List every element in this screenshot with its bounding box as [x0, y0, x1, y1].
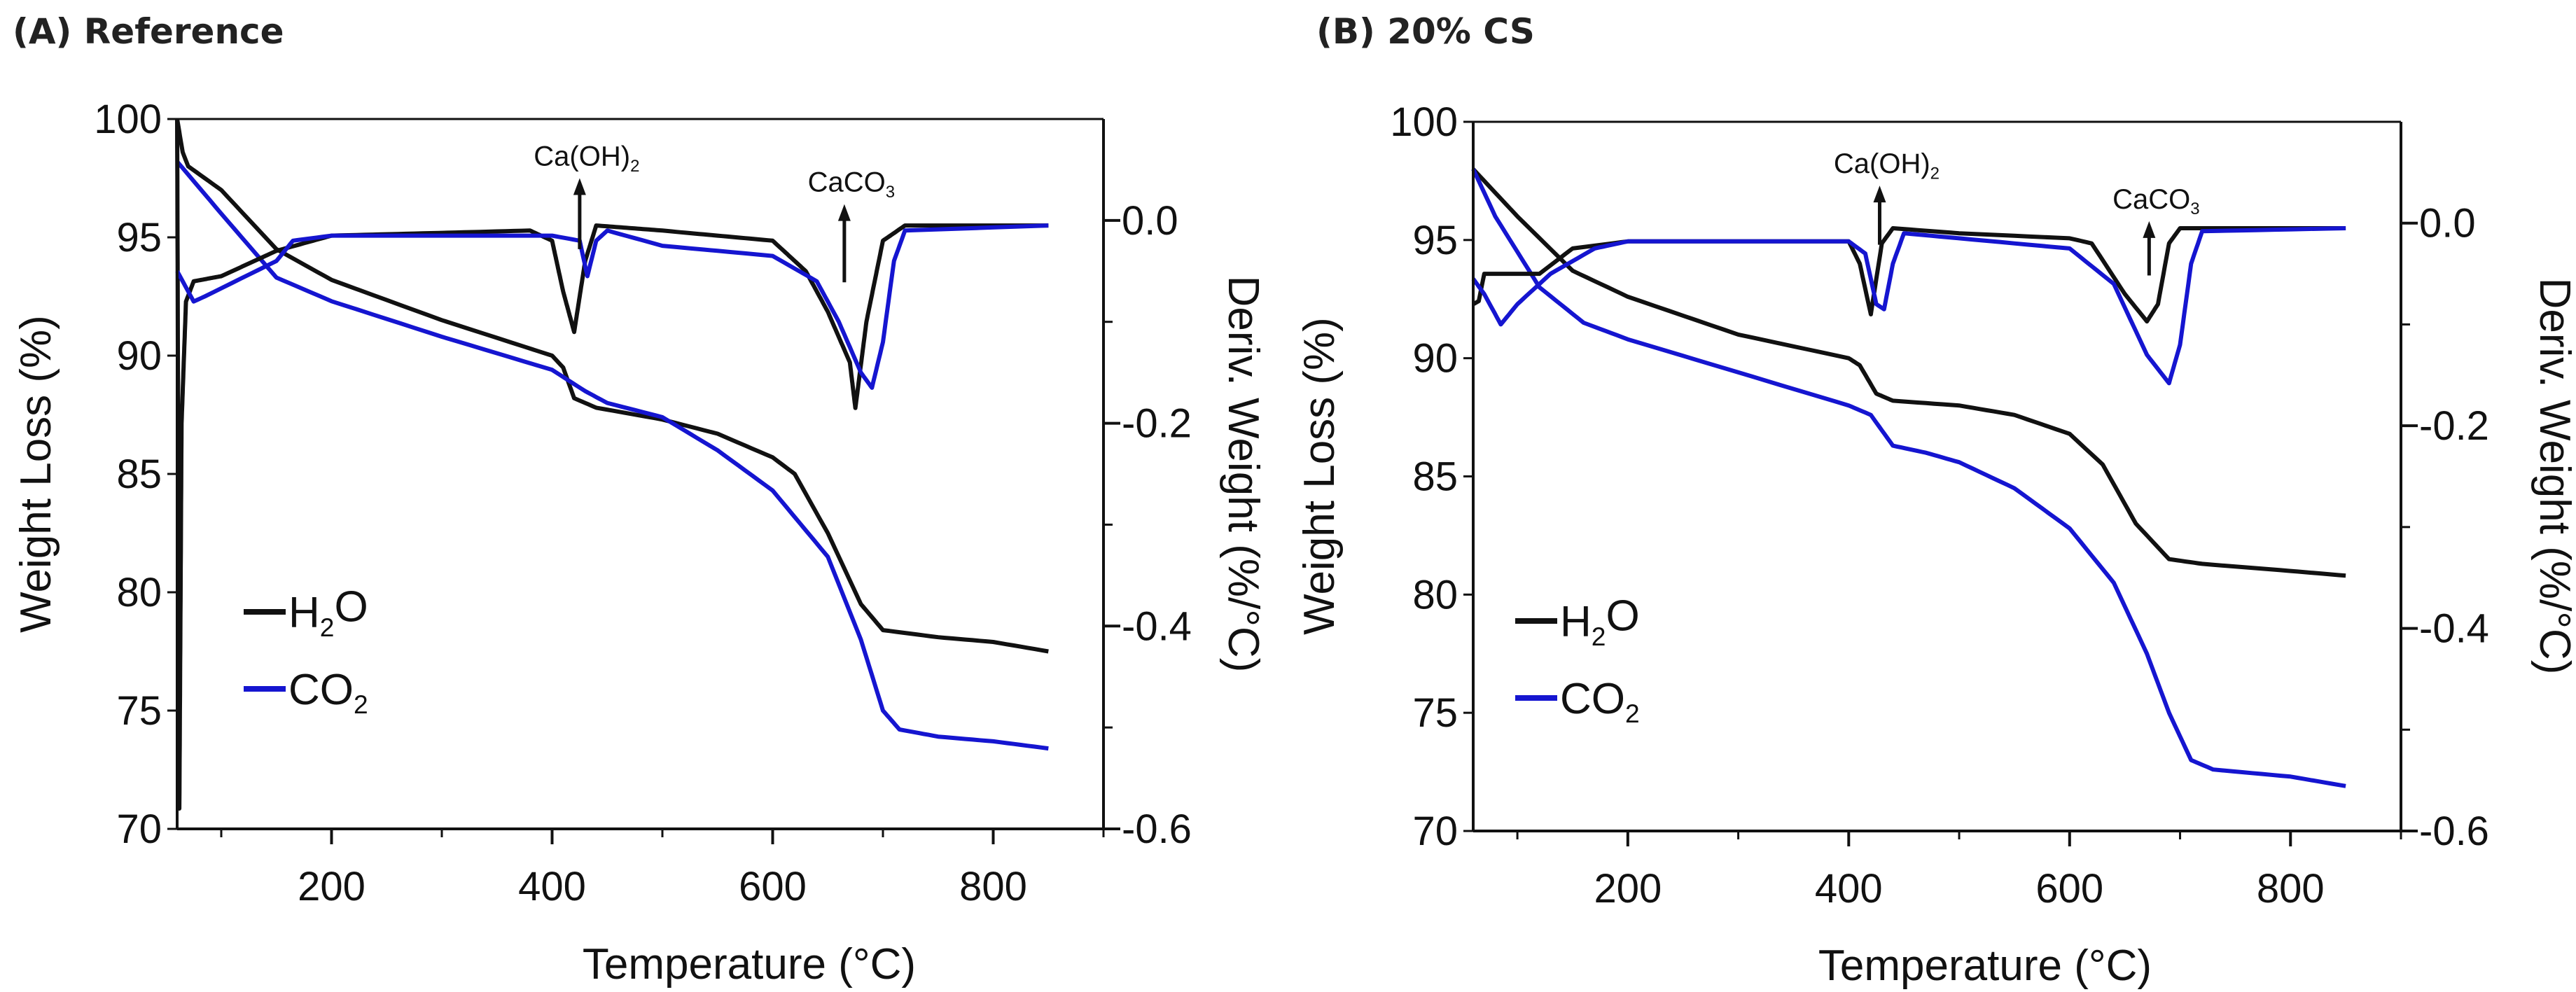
subscript: 2 — [1625, 699, 1640, 728]
series-line-co2-deriv — [1471, 226, 2346, 386]
y-tick-label: 70 — [1412, 809, 1458, 854]
y-tick-label: 95 — [116, 215, 162, 260]
subscript: 3 — [886, 183, 895, 202]
series-line-co2-deriv — [175, 223, 1049, 390]
y2-tick-label: -0.4 — [1122, 603, 1192, 649]
annotation-label: Ca(OH)2 — [1834, 148, 1940, 183]
y-tick-label: 100 — [94, 97, 162, 142]
y-tick-label: 75 — [1412, 690, 1458, 736]
legend-label: CO2 — [1560, 675, 1640, 728]
legend-label: H2O — [288, 582, 368, 642]
x-tick-label: 800 — [2257, 866, 2325, 911]
x-tick-label: 200 — [298, 864, 365, 909]
arrow-up-icon — [2143, 221, 2156, 238]
subscript: 2 — [630, 157, 639, 176]
text-part: CO — [288, 666, 354, 714]
subscript: 2 — [320, 613, 335, 642]
text-part: Ca(OH) — [1834, 148, 1930, 179]
y2-tick-label: -0.6 — [1122, 806, 1192, 852]
x-tick-label: 400 — [1815, 866, 1883, 911]
annotation-label: Ca(OH)2 — [534, 141, 639, 176]
series-line-h2o-deriv — [175, 118, 1049, 811]
subscript: 2 — [1930, 165, 1940, 183]
panel-b-20cs: (B) 20% CS Temperature (°C) Weight Loss … — [1295, 11, 2576, 990]
y-tick-label: 95 — [1412, 218, 1458, 263]
panel-title: (B) 20% CS — [1316, 11, 1535, 52]
y-axis-label: Weight Loss (%) — [12, 315, 60, 633]
text-part: Ca(OH) — [534, 141, 630, 172]
y2-axis-label: Deriv. Weight (%/°C) — [2530, 278, 2576, 675]
y2-tick-label: 0.0 — [2419, 201, 2476, 246]
y-tick-label: 100 — [1390, 99, 1458, 145]
series-line-h2o — [175, 118, 1049, 654]
y2-tick-label: -0.2 — [2419, 403, 2489, 449]
y2-tick-label: -0.6 — [2419, 809, 2489, 854]
y2-tick-label: -0.2 — [1122, 401, 1192, 447]
panel-a-reference: (A) Reference Temperature (°C) Weight Lo… — [12, 11, 1267, 988]
legend-label: CO2 — [288, 666, 368, 719]
y-tick-label: 85 — [116, 452, 162, 497]
series-line-co2 — [1471, 168, 2346, 788]
arrow-up-icon — [1873, 186, 1886, 203]
y-tick-label: 90 — [1412, 336, 1458, 382]
y2-axis-label: Deriv. Weight (%/°C) — [1219, 276, 1267, 673]
y-tick-label: 80 — [1412, 572, 1458, 617]
x-axis-label: Temperature (°C) — [1818, 942, 2152, 990]
y-tick-label: 90 — [116, 333, 162, 379]
y-tick-label: 70 — [116, 806, 162, 852]
x-tick-label: 200 — [1594, 866, 1662, 911]
series-line-h2o — [1471, 167, 2346, 578]
y-tick-label: 75 — [116, 688, 162, 734]
subscript: 2 — [1592, 622, 1606, 651]
text-part: CaCO — [2112, 184, 2190, 215]
arrow-up-icon — [573, 178, 586, 195]
subscript: 3 — [2190, 200, 2199, 218]
x-tick-label: 600 — [739, 864, 807, 909]
text-part: CaCO — [808, 167, 886, 198]
text-part: H — [1560, 598, 1592, 646]
text-part: CO — [1560, 675, 1625, 723]
x-tick-label: 600 — [2035, 866, 2103, 911]
series-line-co2 — [175, 160, 1049, 751]
annotation-label: CaCO3 — [2112, 184, 2200, 218]
y-tick-label: 85 — [1412, 454, 1458, 500]
x-axis-label: Temperature (°C) — [583, 940, 916, 988]
y2-tick-label: -0.4 — [2419, 606, 2489, 652]
text-part: O — [334, 582, 368, 631]
text-part: O — [1606, 592, 1639, 640]
arrow-up-icon — [837, 204, 851, 221]
y-axis-label: Weight Loss (%) — [1295, 317, 1344, 635]
y-tick-label: 80 — [116, 570, 162, 615]
x-tick-label: 400 — [518, 864, 586, 909]
x-tick-label: 800 — [959, 864, 1027, 909]
text-part: H — [288, 589, 320, 637]
legend-label: H2O — [1560, 592, 1640, 651]
panel-title: (A) Reference — [13, 11, 284, 52]
series-line-h2o-deriv — [1472, 226, 2346, 324]
subscript: 2 — [354, 690, 368, 719]
y2-tick-label: 0.0 — [1122, 198, 1178, 244]
annotation-label: CaCO3 — [808, 167, 896, 202]
